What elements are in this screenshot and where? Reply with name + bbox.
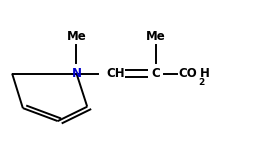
- Text: N: N: [72, 67, 82, 80]
- Text: C: C: [151, 67, 160, 80]
- Text: 2: 2: [198, 78, 204, 87]
- Text: CH: CH: [106, 67, 125, 80]
- Text: CO: CO: [178, 67, 197, 80]
- Text: Me: Me: [146, 30, 166, 42]
- Text: H: H: [200, 67, 210, 80]
- Text: Me: Me: [67, 30, 86, 42]
